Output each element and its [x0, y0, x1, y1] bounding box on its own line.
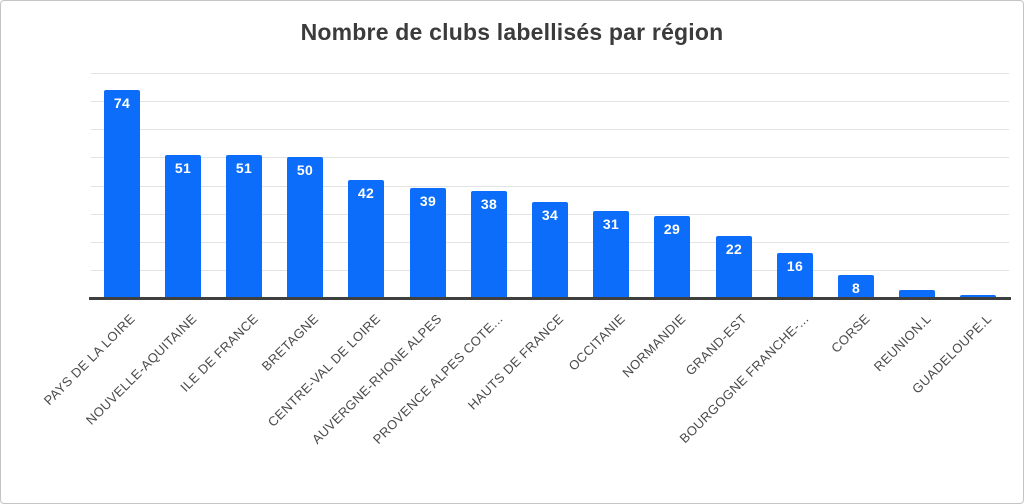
bar-value-label: 51 — [174, 160, 192, 176]
x-axis-label: OCCITANIE — [565, 311, 628, 374]
x-axis-label: BOURGOGNE FRANCHE-... — [676, 311, 812, 447]
x-axis-label: AUVERGNE-RHONE ALPES — [308, 311, 445, 447]
bar-nouvelle-aquitaine — [165, 155, 201, 298]
bar-reunion-l — [899, 290, 935, 298]
x-axis-label: BRETAGNE — [259, 311, 322, 374]
bar-value-label: 29 — [663, 221, 681, 237]
bar-value-label: 8 — [851, 280, 861, 296]
bar-value-label: 38 — [480, 196, 498, 212]
bar-corse — [838, 275, 874, 298]
bar-value-label: 22 — [725, 241, 743, 257]
gridline — [91, 129, 1009, 130]
bar-occitanie — [593, 211, 629, 298]
x-axis-label: REUNION.L — [870, 311, 934, 375]
bar-value-label: 50 — [296, 162, 314, 178]
bar-hauts-de-france — [532, 202, 568, 298]
bar-provence-alpes-cote — [471, 191, 507, 298]
bar-value-label: 42 — [357, 185, 375, 201]
bar-bourgogne-franche — [777, 253, 813, 298]
gridline — [91, 186, 1009, 187]
bar-value-label: 39 — [419, 193, 437, 209]
x-axis-label: NORMANDIE — [619, 311, 690, 381]
bar-auvergne-rhone-alpes — [410, 188, 446, 298]
bar-value-label: 31 — [602, 216, 620, 232]
bar-centre-val-de-loire — [348, 180, 384, 298]
x-axis-line — [89, 297, 1011, 300]
bar-value-label: 34 — [541, 207, 559, 223]
bar-guadeloupe-l — [960, 295, 996, 298]
x-axis-label: CORSE — [827, 311, 873, 356]
bar-bretagne — [287, 157, 323, 298]
bar-normandie — [654, 216, 690, 298]
bar-value-label: 74 — [113, 95, 131, 111]
x-axis-label: CENTRE-VAL DE LOIRE — [264, 311, 384, 430]
bar-ile-de-france — [226, 155, 262, 298]
bar-value-label: 16 — [786, 258, 804, 274]
bar-pays-de-la-loire — [104, 90, 140, 298]
x-axis-label: NOUVELLE-AQUITAINE — [82, 311, 200, 428]
gridline — [91, 73, 1009, 74]
x-axis-label: GRAND-EST — [682, 311, 751, 379]
gridline — [91, 157, 1009, 158]
gridline — [91, 101, 1009, 102]
bar-value-label: 51 — [235, 160, 253, 176]
bar-grand-est — [716, 236, 752, 298]
chart-title: Nombre de clubs labellisés par région — [300, 19, 724, 45]
x-axis-label: PROVENCE ALPES COTE... — [369, 311, 506, 447]
